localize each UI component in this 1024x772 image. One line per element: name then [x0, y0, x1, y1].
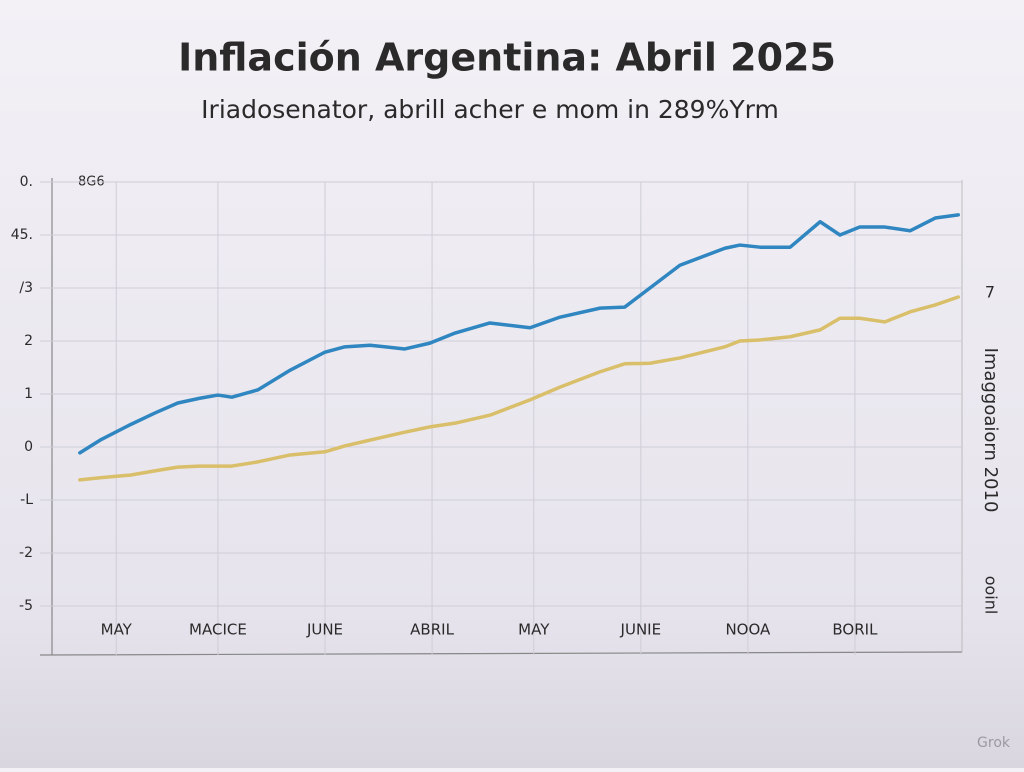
watermark: Grok: [977, 735, 1011, 751]
x-tick-label: MAY: [101, 621, 133, 639]
chart-title: Inflación Argentina: Abril 2025: [178, 36, 836, 80]
series-line: [78, 213, 961, 455]
series-line: [78, 295, 961, 482]
chart-subtitle: Iriadosenator, abrill acher e mom in 289…: [201, 95, 779, 124]
right-axis-label: Imaggoaiorn 2010: [980, 348, 1001, 513]
x-tick-label: MAY: [518, 621, 550, 639]
y-tick-label: 0: [24, 439, 33, 455]
x-tick-label: JUNE: [306, 621, 343, 639]
y-tick-label: -L: [20, 492, 33, 508]
x-axis: [39, 651, 963, 656]
y-tick-label: -5: [19, 598, 33, 614]
y-tick-label: 45.: [11, 227, 33, 243]
y-tick-label: 1: [24, 386, 33, 402]
x-tick-label: BORIL: [832, 621, 878, 639]
y-tick-label: 0.: [20, 174, 33, 190]
y-tick-label: -2: [19, 545, 33, 561]
y-tick-label: 2: [24, 333, 33, 349]
x-tick-label: ABRIL: [410, 621, 454, 639]
x-tick-label: JUNIE: [620, 621, 662, 639]
right-bottom-label: ooinl: [982, 576, 1001, 615]
x-tick-label: MACICE: [189, 621, 247, 639]
right-top-label: 7: [985, 283, 995, 302]
y-tick-label: /3: [19, 280, 33, 296]
x-tick-label: NOOA: [725, 621, 771, 639]
